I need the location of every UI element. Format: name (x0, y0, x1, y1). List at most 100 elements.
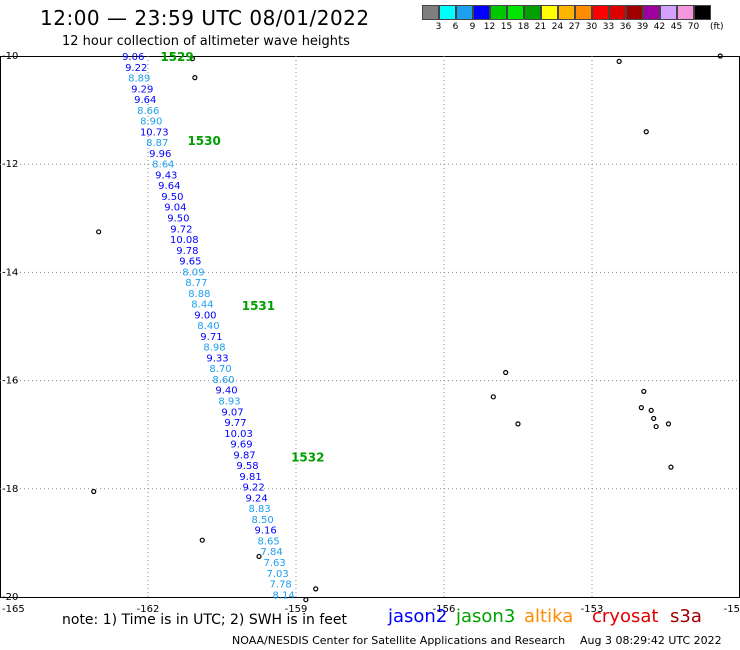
legend-jason3: jason3 (456, 606, 516, 627)
x-tick-label: -153 (581, 604, 604, 615)
wave-height-label: 8.77 (185, 278, 207, 289)
scale-swatch (660, 5, 677, 20)
scale-label: 33 (602, 22, 615, 32)
wave-height-label: 8.83 (248, 504, 270, 515)
wave-height-label: 8.88 (188, 289, 210, 300)
wave-height-label: 8.64 (152, 160, 174, 171)
time-label: 1530 (187, 134, 220, 148)
wave-height-label: 10.03 (224, 429, 253, 440)
color-scale-labels: 3 6 9 12 15 18 21 24 27 30 33 36 39 42 45 70 (422, 22, 702, 32)
scale-swatch (609, 5, 626, 20)
footer-credit: NOAA/NESDIS Center for Satellite Applica… (232, 634, 566, 647)
wave-height-label: 9.81 (239, 472, 261, 483)
time-label: 1529 (160, 50, 193, 64)
scale-swatch (558, 5, 575, 20)
island-outline (643, 129, 649, 135)
page-title: 12:00 — 23:59 UTC 08/01/2022 (40, 6, 370, 30)
wave-height-label: 8.44 (191, 300, 213, 311)
scale-label: 12 (483, 22, 496, 32)
wave-height-label: 8.40 (197, 321, 219, 332)
y-tick-label: -20 (2, 592, 18, 603)
x-tick-label: -162 (137, 604, 160, 615)
map-frame (0, 56, 740, 598)
wave-height-label: 9.71 (200, 332, 222, 343)
wave-height-label: 9.87 (233, 450, 255, 461)
wave-height-label: 8.09 (182, 267, 204, 278)
island-outline (668, 464, 674, 470)
wave-height-label: 9.43 (155, 170, 177, 181)
y-tick-label: -10 (2, 51, 18, 62)
scale-swatch (626, 5, 643, 20)
wave-height-label: 9.33 (206, 353, 228, 364)
island-outline (717, 53, 723, 59)
wave-height-label: 9.22 (125, 63, 147, 74)
scale-swatch (473, 5, 490, 20)
scale-swatch (592, 5, 609, 20)
island-outline (199, 537, 205, 543)
x-tick-label: -165 (2, 604, 25, 615)
wave-height-label: 9.96 (149, 149, 171, 160)
island-outline (192, 75, 198, 81)
island-outline (189, 56, 195, 62)
y-tick-label: -16 (2, 376, 18, 387)
island-outline (665, 421, 672, 427)
scale-swatch (524, 5, 541, 20)
wave-height-label: 9.06 (122, 52, 144, 63)
wave-height-label: 9.72 (170, 224, 192, 235)
wave-height-label: 9.65 (179, 257, 201, 268)
wave-height-label: 8.89 (128, 74, 150, 85)
wave-height-label: 7.63 (264, 558, 286, 569)
scale-label: 6 (452, 22, 459, 32)
island-outline (651, 415, 657, 422)
y-tick-label: -14 (2, 267, 18, 278)
scale-swatch (575, 5, 592, 20)
island-outline (96, 229, 102, 235)
scale-swatch (422, 5, 439, 20)
wave-height-label: 8.98 (203, 343, 225, 354)
scale-swatch (541, 5, 558, 20)
island-outline (303, 597, 309, 603)
scale-swatch (439, 5, 456, 20)
island-outline (515, 421, 521, 427)
wave-height-label: 9.22 (242, 483, 264, 494)
wave-height-label: 8.50 (251, 515, 273, 526)
scale-label: 36 (619, 22, 632, 32)
island-outline (653, 423, 659, 430)
wave-height-label: 9.78 (176, 246, 198, 257)
wave-height-label: 9.58 (236, 461, 258, 472)
scale-label: 3 (435, 22, 442, 32)
wave-height-label: 10.73 (140, 127, 169, 138)
x-tick-label: -156 (433, 604, 456, 615)
wave-height-label: 9.07 (221, 407, 243, 418)
wave-height-label: 10.08 (170, 235, 199, 246)
y-tick-label: -12 (2, 159, 18, 170)
island-outline (616, 58, 622, 65)
wave-height-label: 7.03 (267, 569, 289, 580)
island-outline (648, 407, 654, 413)
wave-height-label: 9.64 (158, 181, 180, 192)
time-label: 1531 (242, 299, 275, 313)
y-tick-label: -18 (2, 484, 18, 495)
scale-swatch (490, 5, 507, 20)
scale-swatch (694, 5, 711, 20)
wave-height-label: 8.70 (209, 364, 231, 375)
legend-altika: altika (524, 606, 574, 627)
scale-swatch (456, 5, 473, 20)
legend-s3a: s3a (670, 606, 702, 627)
wave-height-label: 9.69 (230, 440, 252, 451)
wave-height-label: 8.60 (212, 375, 234, 386)
legend-cryosat: cryosat (592, 606, 659, 627)
scale-label: 27 (568, 22, 581, 32)
color-scale (422, 5, 711, 20)
x-tick-label: -15 (724, 604, 740, 615)
scale-label: 9 (469, 22, 476, 32)
island-outline (91, 488, 97, 495)
scale-label: 21 (534, 22, 547, 32)
wave-height-label: 9.40 (215, 386, 237, 397)
scale-label: 39 (636, 22, 649, 32)
wave-height-label: 9.00 (194, 310, 216, 321)
scale-label: 45 (670, 22, 683, 32)
wave-height-label: 9.24 (245, 493, 267, 504)
wave-height-label: 9.16 (254, 526, 276, 537)
